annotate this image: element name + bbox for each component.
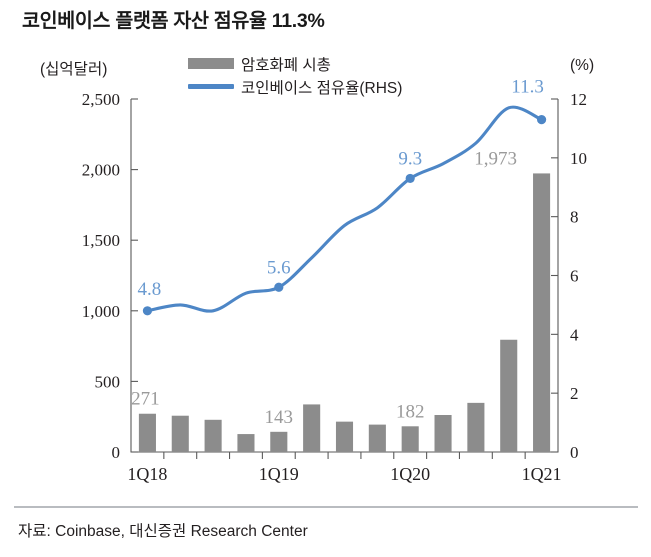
x-axis-tick-label: 1Q18 — [127, 464, 167, 484]
bar-data-label: 1,973 — [474, 148, 517, 169]
bar-market-cap — [368, 424, 386, 452]
right-axis-unit: (%) — [570, 57, 595, 74]
bar-data-label: 143 — [265, 407, 294, 428]
line-data-label: 4.8 — [138, 279, 162, 300]
left-axis-tick-label: 2,500 — [82, 90, 120, 109]
x-axis-tick-label: 1Q20 — [390, 464, 430, 484]
left-axis-tick-label: 0 — [112, 443, 121, 462]
legend-item-market-cap: 암호화폐 시총 — [188, 52, 518, 75]
right-axis-tick-label: 0 — [570, 443, 579, 462]
right-axis-tick-label: 2 — [570, 384, 579, 403]
bar-market-cap — [270, 431, 288, 452]
share-line — [145, 105, 544, 313]
bar-swatch-icon — [188, 58, 234, 69]
plot-area: 0 500 1,000 1,500 2,000 2,500 0 2 4 6 8 10 12 1Q18 1Q1… — [82, 77, 587, 484]
left-axis-tick-label: 1,000 — [82, 302, 120, 321]
chart-canvas: 0 500 1,000 1,500 2,000 2,500 0 2 4 6 8 10 12 1Q18 1Q1… — [82, 77, 587, 484]
bar-market-cap — [171, 415, 189, 452]
bar-data-label: 271 — [131, 389, 160, 410]
left-axis-tick-label: 2,000 — [82, 161, 120, 180]
bar-market-cap — [401, 426, 419, 452]
bar-market-cap — [204, 419, 222, 452]
bar-market-cap — [500, 339, 518, 452]
bar-market-cap — [434, 415, 452, 452]
right-axis-tick-label: 4 — [570, 325, 579, 344]
x-axis-tick-label: 1Q19 — [259, 464, 299, 484]
right-axis-tick-label: 8 — [570, 208, 579, 227]
line-data-label: 5.6 — [267, 257, 291, 278]
right-axis-tick-label: 6 — [570, 267, 579, 286]
legend-item-share: 코인베이스 점유율(RHS) — [188, 75, 518, 98]
chart-legend: 암호화폐 시총 코인베이스 점유율(RHS) — [188, 52, 518, 98]
right-axis-tick-label: 10 — [570, 149, 587, 168]
left-axis-tick-label: 500 — [95, 372, 121, 391]
share-line-marker — [142, 306, 153, 316]
left-axis-unit: (십억달러) — [40, 61, 108, 78]
bar-market-cap — [467, 402, 485, 452]
line-swatch-icon — [188, 84, 234, 89]
left-axis-tick-label: 1,500 — [82, 231, 120, 250]
legend-label-market-cap: 암호화폐 시총 — [241, 56, 331, 74]
bar-data-label: 182 — [396, 401, 425, 422]
right-axis-tick-label: 12 — [570, 90, 587, 109]
bar-market-cap — [533, 173, 551, 452]
legend-label-share: 코인베이스 점유율(RHS) — [241, 79, 403, 97]
page-title: 코인베이스 플랫폼 자산 점유율 11.3% — [22, 10, 325, 32]
bar-market-cap — [303, 404, 321, 452]
bar-market-cap — [335, 421, 354, 452]
share-line-marker — [274, 282, 284, 292]
footer-divider — [14, 506, 638, 508]
bar-market-cap — [138, 413, 156, 452]
source-note: 자료: Coinbase, 대신증권 Research Center — [18, 523, 308, 540]
line-data-label: 11.3 — [511, 77, 544, 98]
share-line-marker — [536, 114, 547, 125]
bar-market-cap — [237, 434, 255, 452]
x-axis-tick-label: 1Q21 — [522, 464, 562, 484]
line-data-label: 9.3 — [398, 148, 422, 169]
share-line-marker — [405, 173, 415, 184]
